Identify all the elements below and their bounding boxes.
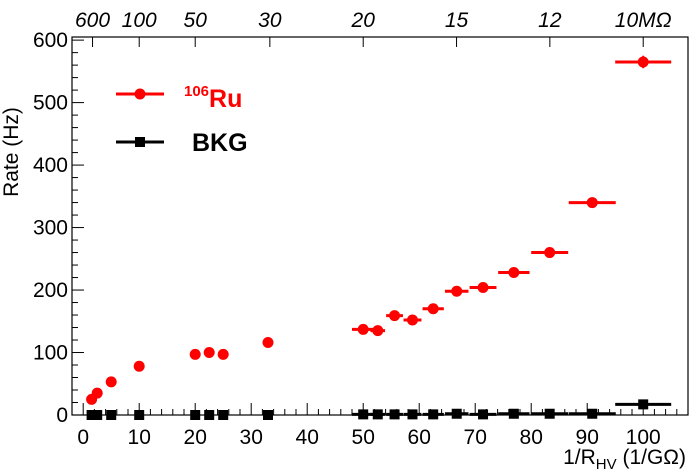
plot-frame (71, 36, 689, 416)
y-tick-label: 600 (33, 29, 68, 52)
data-point (544, 247, 556, 259)
data-point (91, 387, 103, 399)
data-point (105, 376, 117, 388)
data-point (427, 303, 439, 315)
y-tick-label: 0 (56, 404, 68, 427)
data-point (451, 408, 462, 419)
y-axis: 0 100 200 300 400 500 600 (33, 29, 84, 427)
data-point (637, 56, 649, 68)
legend-entry-bkg: BKG (116, 129, 248, 157)
x-axis-title-unit: (1/GΩ) (617, 446, 686, 469)
top-tick-label: 20 (351, 9, 376, 32)
data-point (133, 360, 145, 372)
y-tick-label: 100 (33, 342, 68, 365)
y-tick-label: 200 (33, 279, 68, 302)
top-tick-label: 600 (75, 9, 110, 32)
data-point (189, 348, 201, 360)
series-layer (86, 55, 672, 420)
x-tick-label: 90 (576, 426, 599, 449)
data-point (407, 409, 418, 420)
data-point (372, 325, 384, 337)
series-0 (86, 55, 672, 405)
x-tick-label: 30 (240, 426, 263, 449)
data-point (478, 409, 489, 420)
x-axis-title-sub: HV (596, 456, 617, 472)
top-axis: 600 100 50 30 20 15 12 10MΩ (75, 9, 672, 47)
x-tick-label: 10 (128, 426, 151, 449)
x-tick-label: 70 (464, 426, 487, 449)
x-axis-title: 1/RHV (1/GΩ) (563, 446, 686, 472)
data-point (262, 337, 274, 349)
data-point (357, 323, 369, 335)
x-tick-label: 100 (626, 426, 661, 449)
x-tick-label: 60 (408, 426, 431, 449)
x-tick-label: 40 (296, 426, 319, 449)
data-point (477, 282, 489, 294)
legend-label-bkg: BKG (192, 129, 248, 157)
data-point (204, 410, 215, 420)
top-tick-label: 50 (184, 9, 208, 32)
data-point (389, 409, 400, 420)
top-tick-label: 15 (445, 9, 469, 32)
data-point (586, 197, 598, 209)
x-tick-label: 0 (77, 426, 89, 449)
legend-marker-bkg (135, 137, 145, 147)
data-point (203, 347, 215, 359)
top-tick-label: 30 (258, 9, 282, 32)
top-tick-label: 100 (122, 9, 157, 32)
y-tick-label: 500 (33, 92, 68, 115)
data-point (263, 410, 273, 420)
data-point (218, 410, 229, 420)
data-point (134, 410, 145, 420)
y-tick-label: 300 (33, 217, 68, 240)
data-point (358, 409, 369, 420)
data-point (428, 409, 439, 420)
data-point (389, 310, 401, 322)
series-1 (86, 399, 672, 420)
data-point (508, 408, 519, 419)
data-point (451, 285, 463, 297)
legend-label-ru-sup: 106 (184, 83, 209, 100)
x-tick-label: 50 (352, 426, 375, 449)
y-tick-label: 400 (33, 154, 68, 177)
data-point (508, 267, 520, 279)
legend-label-ru-main: Ru (209, 85, 242, 113)
legend-marker-ru (134, 88, 146, 100)
legend-entry-ru: 106Ru (116, 83, 242, 113)
data-point (544, 408, 555, 419)
top-tick-label: 12 (538, 9, 562, 32)
data-point (190, 410, 201, 420)
legend: 106Ru BKG (116, 83, 248, 157)
top-tick-label: 10MΩ (615, 9, 672, 32)
x-axis-title-main: 1/R (563, 446, 596, 469)
data-point (587, 408, 598, 419)
x-tick-label: 80 (520, 426, 543, 449)
data-point (106, 410, 117, 420)
data-point (86, 410, 97, 420)
legend-label-ru: 106Ru (184, 83, 242, 113)
data-point (638, 399, 649, 410)
x-tick-label: 20 (184, 426, 207, 449)
x-axis: 0 10 20 30 40 50 60 70 80 90 100 (77, 403, 678, 449)
y-axis-title: Rate (Hz) (0, 107, 23, 197)
data-point (406, 314, 418, 326)
data-point (372, 409, 383, 420)
data-point (217, 348, 229, 360)
data-point (92, 410, 103, 420)
